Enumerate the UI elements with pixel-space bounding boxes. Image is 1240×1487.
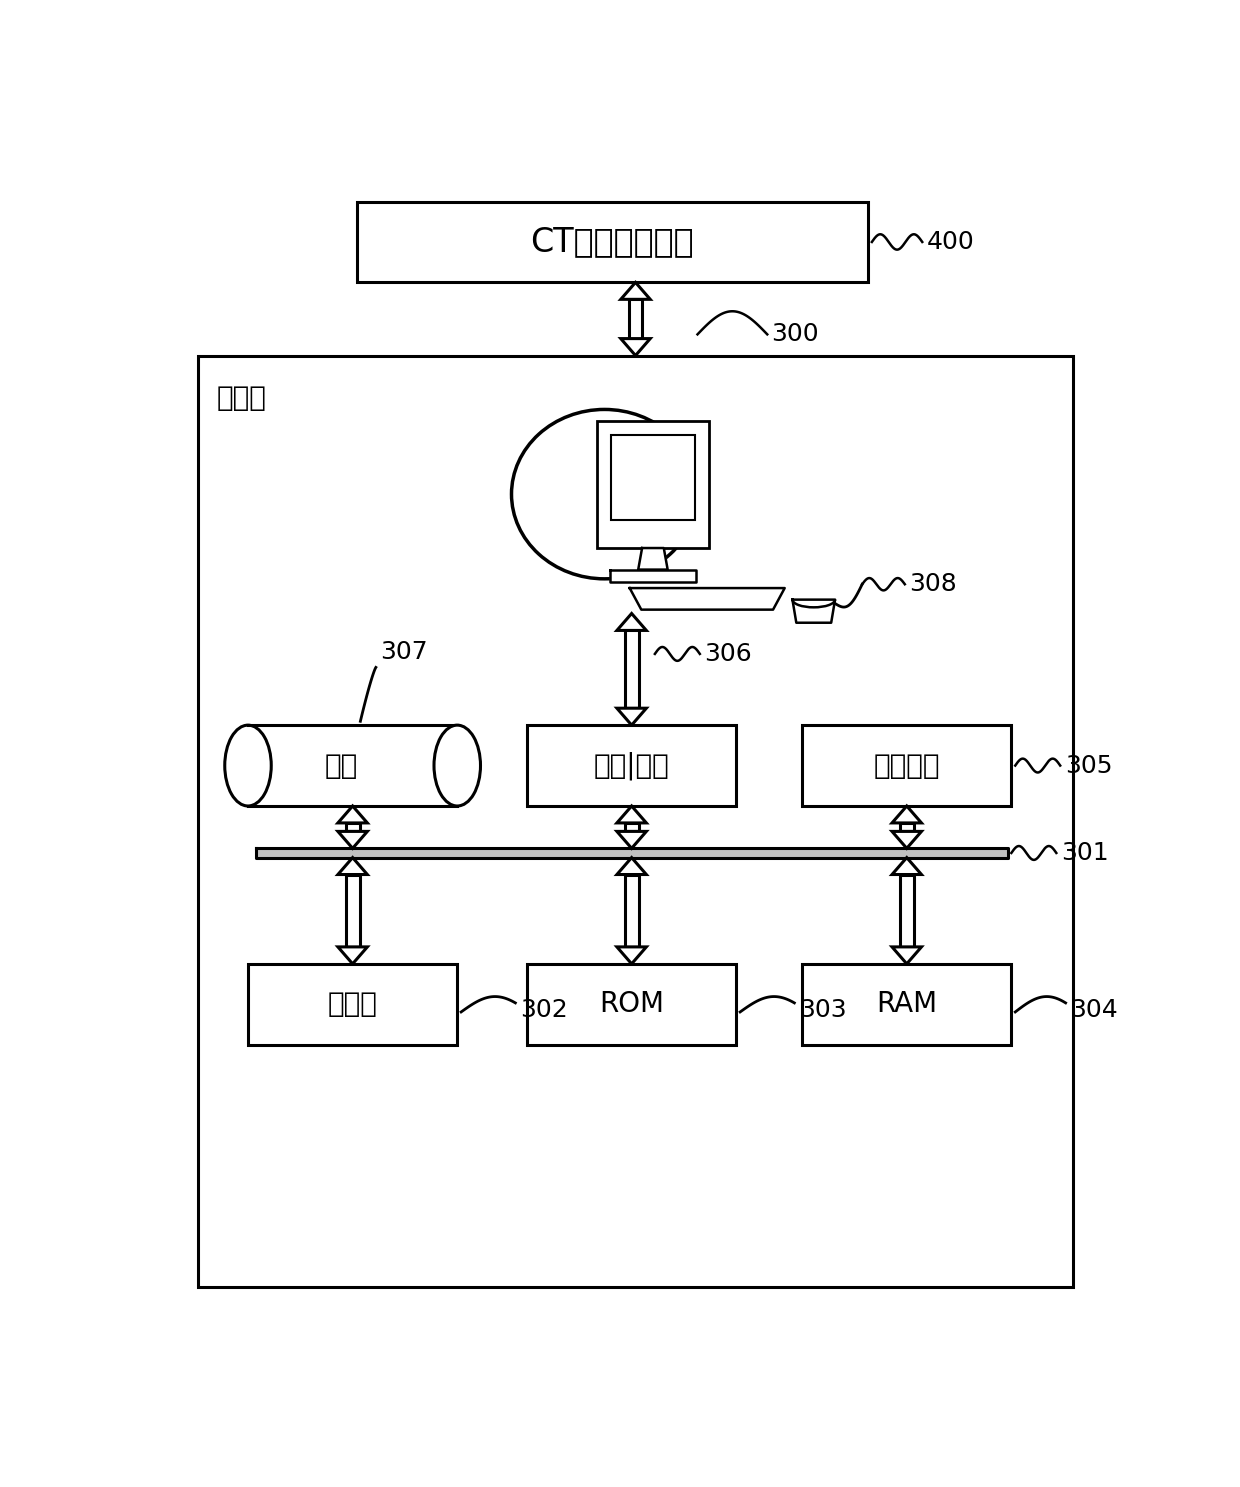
Polygon shape	[255, 849, 1007, 858]
Polygon shape	[892, 806, 921, 822]
Text: CT灌注扫描设备: CT灌注扫描设备	[531, 226, 694, 259]
Bar	[197, 355, 1074, 1288]
Text: 308: 308	[909, 572, 957, 596]
Polygon shape	[618, 614, 646, 630]
Polygon shape	[337, 858, 367, 874]
Text: 输入|输出: 输入|输出	[594, 751, 670, 779]
Bar	[357, 202, 868, 283]
Polygon shape	[621, 339, 650, 355]
Text: 303: 303	[799, 998, 847, 1023]
Polygon shape	[892, 947, 921, 964]
Bar	[248, 964, 458, 1045]
Polygon shape	[618, 831, 646, 849]
Text: 305: 305	[1065, 754, 1112, 778]
Text: ROM: ROM	[599, 990, 665, 1019]
Text: 301: 301	[1061, 842, 1109, 865]
Polygon shape	[248, 726, 458, 806]
Polygon shape	[346, 822, 360, 831]
Polygon shape	[618, 708, 646, 726]
Text: 302: 302	[520, 998, 568, 1023]
Polygon shape	[337, 947, 367, 964]
Polygon shape	[625, 822, 639, 831]
Text: 400: 400	[926, 230, 975, 254]
Polygon shape	[900, 822, 914, 831]
Polygon shape	[618, 858, 646, 874]
Polygon shape	[610, 570, 696, 581]
Text: 300: 300	[771, 323, 818, 346]
Text: 304: 304	[1070, 998, 1118, 1023]
Polygon shape	[630, 587, 785, 610]
Polygon shape	[892, 858, 921, 874]
Text: RAM: RAM	[877, 990, 937, 1019]
Polygon shape	[618, 947, 646, 964]
Bar	[527, 964, 737, 1045]
Ellipse shape	[511, 409, 697, 578]
Bar	[802, 726, 1012, 806]
Polygon shape	[346, 874, 360, 947]
Bar	[802, 964, 1012, 1045]
Bar	[596, 421, 709, 549]
Polygon shape	[337, 831, 367, 849]
Bar	[611, 434, 696, 519]
Text: 计算机: 计算机	[217, 384, 267, 412]
Bar	[527, 726, 737, 806]
Polygon shape	[792, 599, 835, 623]
Ellipse shape	[434, 726, 481, 806]
Polygon shape	[337, 806, 367, 822]
Text: 306: 306	[704, 642, 753, 666]
Polygon shape	[629, 299, 642, 339]
Polygon shape	[625, 630, 639, 708]
Polygon shape	[621, 283, 650, 299]
Text: 处理器: 处理器	[327, 990, 377, 1019]
Polygon shape	[900, 874, 914, 947]
Polygon shape	[892, 831, 921, 849]
Polygon shape	[639, 549, 667, 570]
Polygon shape	[625, 874, 639, 947]
Ellipse shape	[224, 726, 272, 806]
Polygon shape	[618, 806, 646, 822]
Text: 307: 307	[379, 639, 428, 663]
Text: 硬盘: 硬盘	[325, 751, 357, 779]
Text: 通信端口: 通信端口	[873, 751, 940, 779]
